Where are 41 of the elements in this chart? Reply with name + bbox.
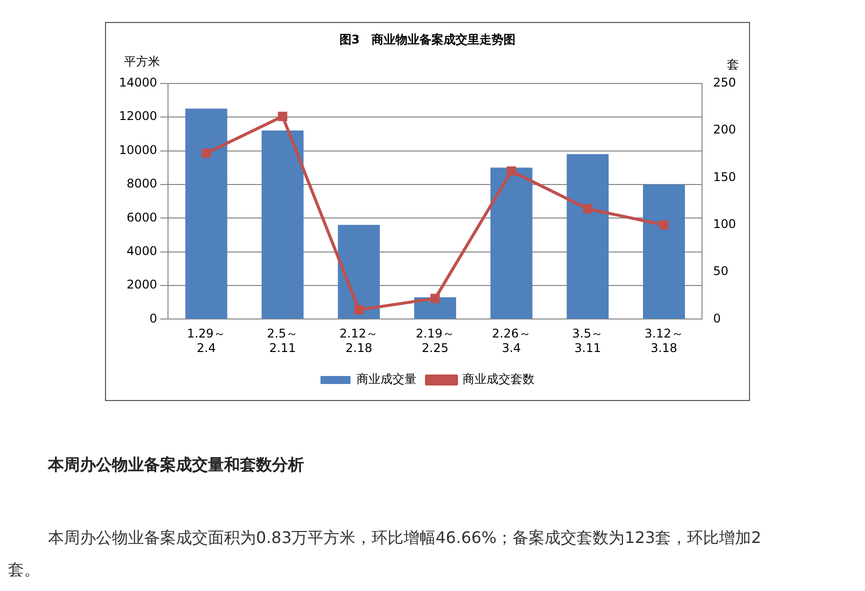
y-tick-label: 10000 [118,142,158,157]
y2-tick-label: 150 [713,170,736,184]
y-tick-label: 8000 [126,176,158,191]
y2-axis-title: 套 [727,58,739,72]
bar [566,154,609,319]
chart-title: 图3 商业物业备案成交里走势图 [339,32,516,46]
x-tick-label: 2.26～ 3.4 [492,326,531,355]
y-tick-label: 12000 [118,109,158,124]
point [430,294,440,304]
bar [185,108,228,319]
y2-tick-label: 100 [713,217,736,232]
legend-label: 商业成交量 [356,372,416,386]
x-tick-label: 2.12～ 2.18 [340,326,378,355]
point [278,112,288,122]
legend-label: 商业成交套数 [462,372,534,386]
y-tick-label: 2000 [126,278,158,292]
point [659,220,669,230]
bar [338,224,380,319]
y2-tick-label: 250 [713,76,736,90]
bar [262,130,304,319]
point [583,204,592,214]
y2-tick-label: 0 [713,311,721,326]
bar [642,184,685,319]
text: 本周办公物业备案成交量和套数分析 [48,455,304,476]
y-tick-label: 0 [150,311,158,326]
y-axis-title: 平方米 [124,54,160,69]
x-tick-label: 3.5～ 3.11 [572,326,604,355]
x-tick-label: 2.5～ 2.11 [267,326,298,355]
y-tick-label: 14000 [118,76,158,90]
y2-tick-label: 50 [713,264,728,278]
bar [490,168,532,319]
point [354,305,364,314]
point [506,166,516,176]
y-tick-label: 4000 [126,244,158,258]
x-tick-label: 3.12～ 3.18 [644,326,684,355]
text: 本周办公物业备案成交面积为0.83万平方米，环比增幅46.66%；备案成交套数为123套，环比增加2套。 [8,527,762,581]
y2-tick-label: 200 [713,122,736,137]
x-tick-label: 1.29～ 2.4 [186,326,226,355]
x-tick-label: 2.19～ 2.25 [416,326,454,355]
point [202,148,211,158]
y-tick-label: 6000 [126,210,158,224]
